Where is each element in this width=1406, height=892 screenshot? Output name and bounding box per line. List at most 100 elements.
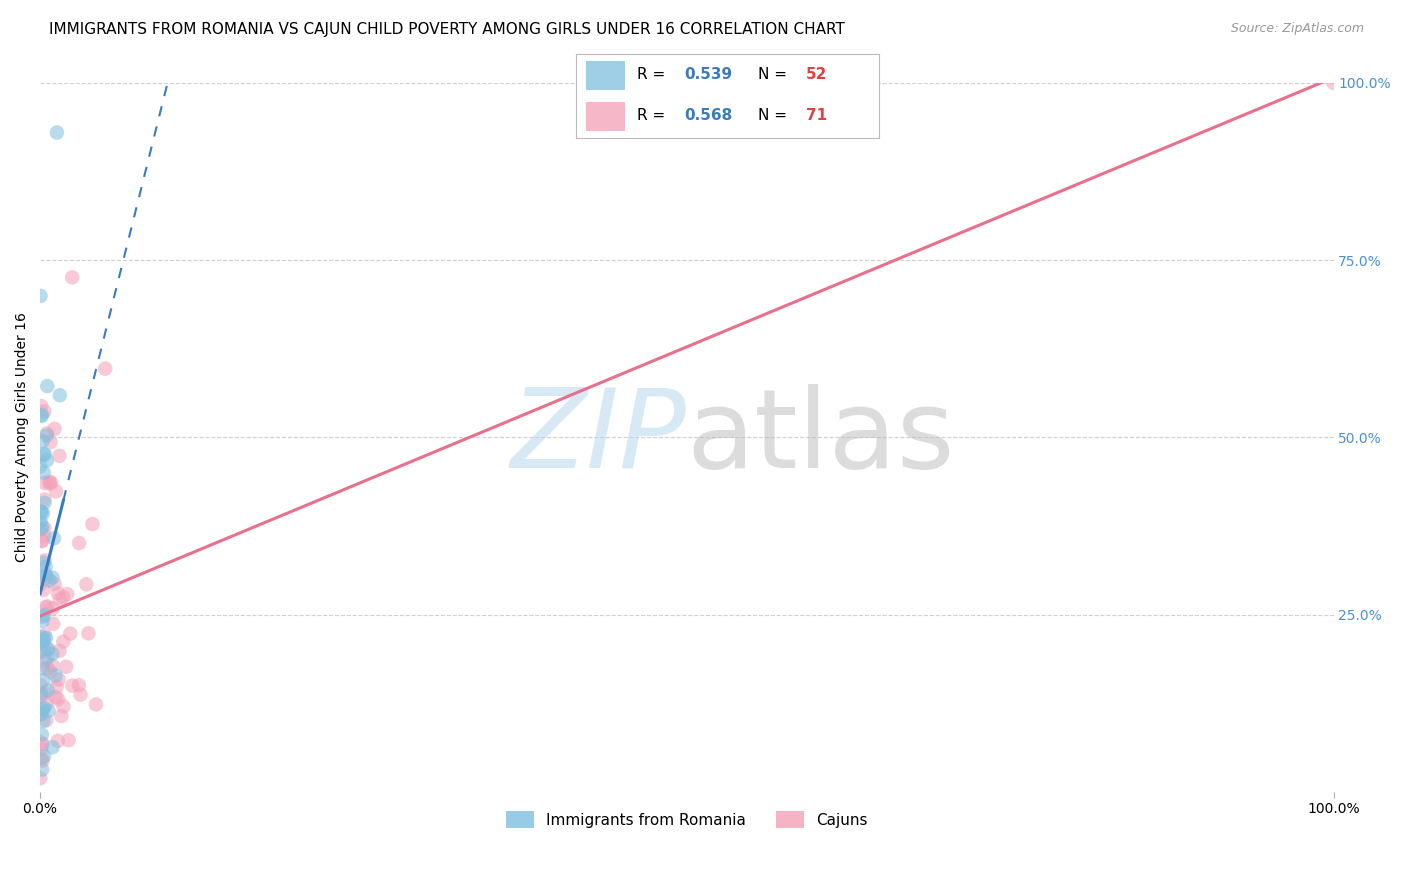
Point [32,661,55,675]
Point [37,683,59,698]
Point [34,628,56,642]
Point [30,742,52,756]
Point [45,484,67,499]
Point [48,449,70,463]
Point [32,702,55,716]
Point [35,714,58,728]
Point [34,448,56,462]
Point [31,614,53,628]
Point [39,475,62,490]
Point [35,567,58,582]
Point [44,690,66,704]
Point [30,409,52,423]
Point [30,504,52,518]
Point [34,654,56,668]
Text: R =: R = [637,67,671,82]
Point [30,534,52,549]
Point [75,577,97,591]
Point [37,661,59,675]
Point [52,591,75,605]
Point [31,505,53,519]
Point [1322,76,1344,90]
Point [30,399,52,413]
Text: 52: 52 [806,67,828,82]
Point [82,517,104,532]
Text: ZIP: ZIP [510,384,686,491]
Point [30,577,52,591]
Point [32,528,55,542]
Point [32,582,55,597]
Point [45,680,67,694]
Point [44,577,66,591]
Point [30,569,52,583]
Point [94,361,117,376]
Point [35,570,58,584]
Point [39,435,62,450]
Point [32,466,55,480]
Point [32,714,55,728]
Point [46,734,69,748]
Point [52,699,75,714]
Point [67,536,90,550]
Point [49,388,72,402]
Point [32,632,55,647]
Point [42,601,65,615]
Text: 0.568: 0.568 [683,108,733,123]
Point [84,698,107,712]
Point [41,570,63,584]
Point [37,642,59,657]
Bar [585,102,624,130]
Point [37,599,59,614]
Point [30,735,52,749]
Point [32,700,55,714]
Point [31,533,53,548]
Point [32,556,55,570]
Text: 0.539: 0.539 [683,67,733,82]
Bar [585,61,624,89]
Point [32,642,55,657]
Point [31,609,53,624]
Point [42,616,65,631]
Point [30,522,52,536]
Text: N =: N = [758,108,792,123]
Point [30,771,52,785]
Point [31,519,53,533]
Point [30,289,52,303]
Text: atlas: atlas [686,384,955,491]
Point [48,673,70,687]
Point [35,426,58,441]
Point [30,515,52,529]
Point [42,532,65,546]
Point [31,434,53,449]
Text: N =: N = [758,67,792,82]
Point [38,704,60,718]
Point [30,645,52,659]
Point [30,706,52,721]
Point [34,559,56,574]
Point [45,126,67,140]
Point [56,587,79,601]
Point [38,475,60,489]
Point [31,630,53,644]
Point [52,634,75,648]
Point [35,428,58,442]
Point [31,763,53,777]
Point [37,641,59,656]
Point [55,659,77,673]
Point [34,600,56,615]
Point [34,553,56,567]
Point [37,379,59,393]
Point [34,521,56,535]
Point [51,709,73,723]
Y-axis label: Child Poverty Among Girls Under 16: Child Poverty Among Girls Under 16 [15,312,30,562]
Point [30,459,52,474]
Point [38,476,60,491]
Text: Source: ZipAtlas.com: Source: ZipAtlas.com [1230,22,1364,36]
Point [34,492,56,507]
Point [60,679,83,693]
Point [30,707,52,722]
Point [34,404,56,418]
Point [32,749,55,764]
Point [34,475,56,490]
Point [31,728,53,742]
